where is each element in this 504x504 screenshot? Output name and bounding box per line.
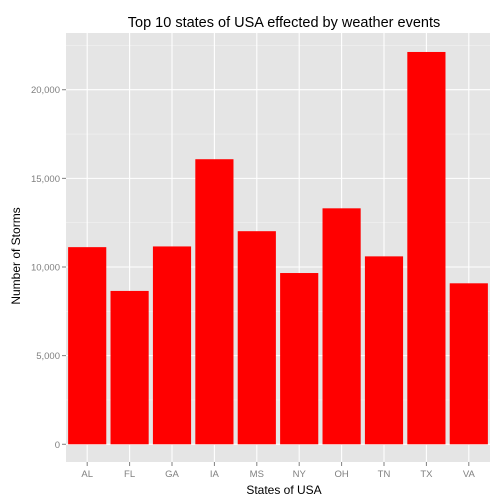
x-tick-label: TX	[420, 469, 433, 480]
y-axis-title: Number of Storms	[9, 207, 23, 304]
bar-ia	[195, 159, 234, 445]
bar-tx	[407, 51, 446, 445]
bars	[68, 51, 488, 445]
x-tick-label: FL	[124, 469, 135, 480]
y-axis: 0 5,000 10,000 15,000 20,000	[31, 85, 66, 451]
y-tick-label: 15,000	[31, 174, 60, 185]
x-tick-label: NY	[293, 469, 307, 480]
x-tick-label: MS	[250, 469, 264, 480]
x-tick-label: IA	[210, 469, 220, 480]
x-tick-label: AL	[81, 469, 93, 480]
y-tick-label: 20,000	[31, 85, 60, 96]
y-tick-label: 0	[55, 440, 60, 451]
chart-title: Top 10 states of USA effected by weather…	[128, 15, 440, 31]
x-tick-label: GA	[165, 469, 179, 480]
bar-ms	[237, 231, 276, 445]
y-tick-label: 5,000	[36, 351, 60, 362]
bar-ny	[280, 273, 319, 445]
x-tick-label: OH	[334, 469, 348, 480]
x-axis: AL FL GA IA MS NY OH TN TX VA	[81, 462, 475, 480]
x-axis-title: States of USA	[246, 483, 321, 497]
bar-ga	[152, 246, 192, 445]
bar-tn	[364, 256, 404, 445]
bar-va	[449, 283, 488, 445]
bar-oh	[322, 208, 361, 445]
bar-fl	[110, 290, 149, 445]
x-tick-label: TN	[378, 469, 391, 480]
x-tick-label: VA	[463, 469, 476, 480]
y-tick-label: 10,000	[31, 263, 60, 274]
bar-al	[68, 247, 107, 445]
